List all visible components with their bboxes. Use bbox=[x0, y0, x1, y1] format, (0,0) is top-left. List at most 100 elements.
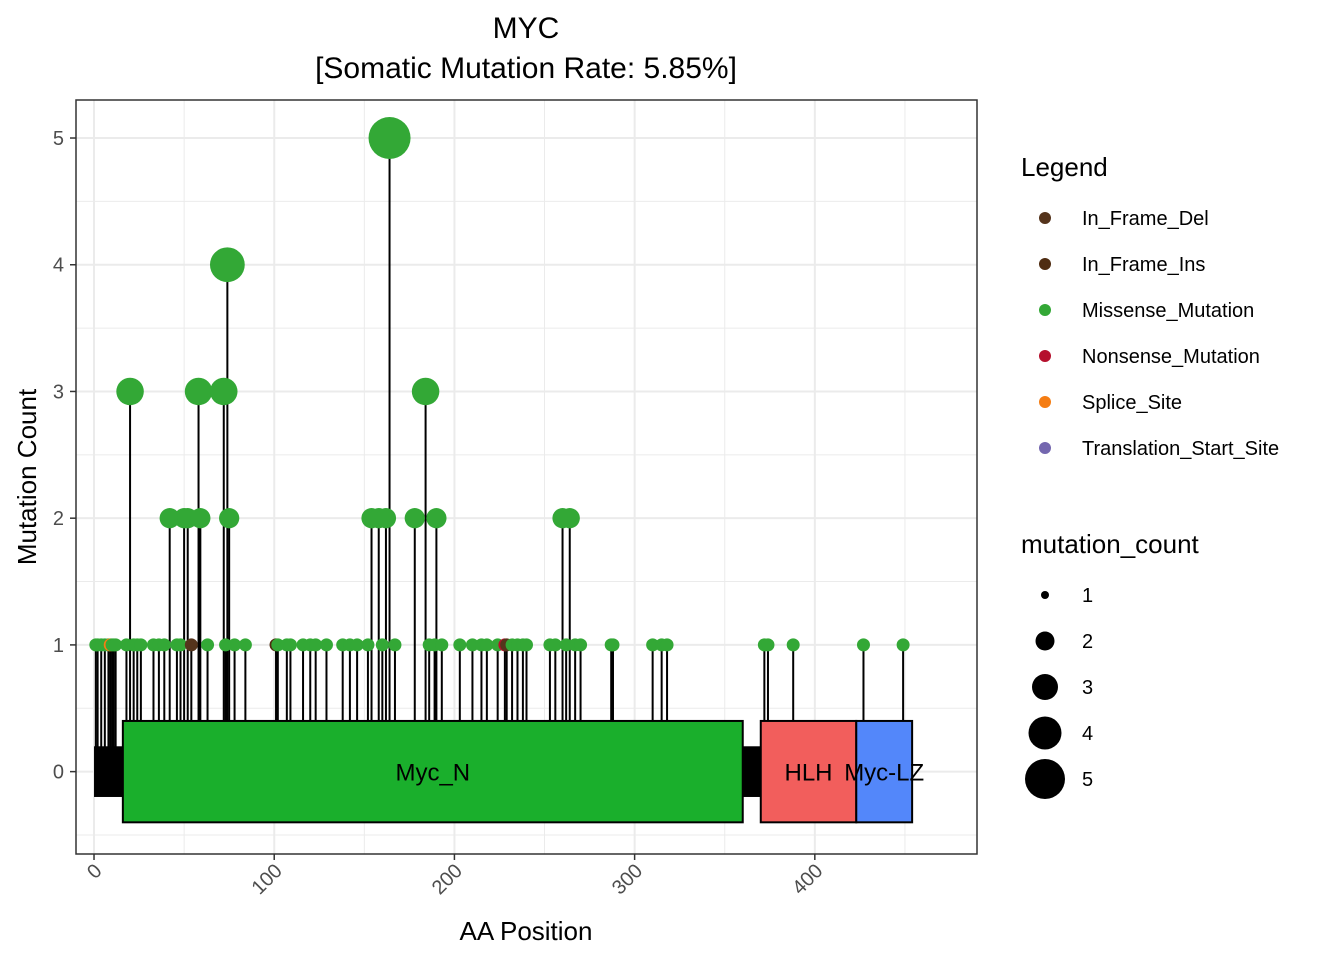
x-tick-label: 300 bbox=[608, 860, 647, 899]
chart-subtitle: [Somatic Mutation Rate: 5.85%] bbox=[315, 52, 737, 85]
legend-title: Legend bbox=[1021, 152, 1108, 182]
lollipop-head bbox=[375, 638, 389, 652]
lollipop-head bbox=[210, 377, 238, 406]
y-tick-label: 1 bbox=[53, 635, 64, 657]
chart-title-gene: MYC bbox=[493, 12, 560, 45]
size-legend-label: 2 bbox=[1082, 631, 1093, 653]
lollipop-head bbox=[228, 638, 242, 652]
legend-key-dot bbox=[1039, 258, 1051, 270]
legend-key-dot bbox=[1039, 212, 1051, 224]
lollipop-head bbox=[309, 638, 323, 652]
lollipop-head bbox=[350, 638, 364, 652]
domain-box bbox=[121, 719, 744, 824]
lollipop-head bbox=[574, 638, 588, 652]
size-legend-label: 1 bbox=[1082, 585, 1093, 607]
lollipop-head bbox=[786, 638, 800, 652]
x-tick-label: 100 bbox=[248, 860, 287, 899]
domain-track: Myc_N HLH Myc-LZ bbox=[121, 719, 924, 824]
legend-mutation-count: mutation_count 1 2 3 4 5 bbox=[1021, 529, 1200, 799]
lollipop-head bbox=[606, 638, 620, 652]
lollipop-head bbox=[174, 638, 188, 652]
lollipop-head bbox=[201, 638, 215, 652]
lollipop-head bbox=[283, 638, 297, 652]
size-legend-label: 3 bbox=[1082, 677, 1093, 699]
size-legend-title: mutation_count bbox=[1021, 529, 1200, 559]
lollipop-head bbox=[159, 508, 180, 529]
lollipop-head bbox=[209, 247, 245, 283]
legend-label: Splice_Site bbox=[1082, 392, 1182, 414]
x-tick-label: 200 bbox=[428, 860, 467, 899]
legend-label: In_Frame_Ins bbox=[1082, 254, 1205, 276]
y-tick-label: 0 bbox=[53, 762, 64, 784]
y-tick-label: 4 bbox=[53, 255, 64, 277]
lollipop-heads bbox=[89, 116, 910, 652]
x-tick-label: 400 bbox=[788, 860, 827, 899]
domain-label: Myc_N bbox=[395, 760, 470, 787]
size-legend-dot bbox=[1032, 674, 1058, 700]
lollipop-head bbox=[388, 638, 402, 652]
lollipop-head bbox=[548, 638, 562, 652]
chart-title: MYC [Somatic Mutation Rate: 5.85%] bbox=[315, 12, 737, 85]
lollipop-head bbox=[559, 638, 573, 652]
lollipop-head bbox=[761, 638, 775, 652]
domain-label: HLH bbox=[785, 760, 833, 787]
lollipop-head bbox=[368, 116, 411, 160]
legend-label: Nonsense_Mutation bbox=[1082, 346, 1260, 368]
lollipop-head bbox=[404, 508, 425, 529]
plot-frame bbox=[75, 99, 978, 855]
lollipop-head bbox=[219, 508, 240, 529]
lollipop-head bbox=[375, 508, 397, 529]
domain-box bbox=[759, 719, 858, 824]
lollipop-head bbox=[559, 508, 580, 529]
lollipop-head bbox=[219, 638, 233, 652]
size-legend-label: 4 bbox=[1082, 723, 1093, 745]
size-legend-dot bbox=[1028, 716, 1062, 750]
lollipop-head bbox=[116, 377, 144, 406]
legend-label: Missense_Mutation bbox=[1082, 300, 1254, 322]
lollipop-head bbox=[184, 377, 213, 406]
lollipop-head bbox=[660, 638, 674, 652]
lollipop-head bbox=[646, 638, 660, 652]
legend-key-dot bbox=[1039, 396, 1051, 408]
lollipop-head bbox=[411, 377, 440, 406]
lollipop-head bbox=[157, 638, 171, 652]
legend-mutation-type: Legend In_Frame_Del In_Frame_Ins Missense_… bbox=[1021, 152, 1279, 460]
lollipop-head bbox=[520, 638, 533, 652]
lollipop-head bbox=[190, 508, 211, 529]
x-axis-title: AA Position bbox=[460, 916, 593, 946]
domain-label: Myc-LZ bbox=[844, 760, 924, 787]
lollipop-head bbox=[453, 638, 467, 652]
legend-key-dot bbox=[1039, 442, 1051, 454]
lollipop-head bbox=[465, 638, 479, 652]
y-tick-label: 5 bbox=[53, 128, 64, 150]
lollipop-head bbox=[426, 508, 447, 529]
legend-label: In_Frame_Del bbox=[1082, 208, 1209, 230]
legend-key-dot bbox=[1039, 350, 1051, 362]
y-tick-label: 3 bbox=[53, 381, 64, 403]
y-tick-label: 2 bbox=[53, 508, 64, 530]
lollipop-head bbox=[361, 638, 375, 652]
domain-box bbox=[855, 719, 914, 824]
size-legend-dot bbox=[1025, 759, 1065, 799]
plot-border bbox=[75, 99, 978, 855]
lollipop-head bbox=[271, 638, 285, 652]
lollipop-head bbox=[238, 638, 252, 652]
lollipop-head bbox=[319, 638, 333, 652]
size-legend-dot bbox=[1041, 591, 1049, 599]
size-legend-label: 5 bbox=[1082, 769, 1093, 791]
x-axis: 0 100 200 300 400 bbox=[83, 854, 827, 899]
legend-key-dot bbox=[1039, 304, 1051, 316]
lollipop-head bbox=[184, 638, 198, 652]
size-legend-dot bbox=[1035, 631, 1055, 651]
y-axis: 0 1 2 3 4 5 bbox=[53, 128, 76, 784]
lollipop-head bbox=[109, 638, 123, 652]
lollipop-head bbox=[856, 638, 870, 652]
legend-label: Translation_Start_Site bbox=[1082, 438, 1279, 460]
x-tick-label: 0 bbox=[83, 860, 106, 883]
lollipop-head bbox=[435, 638, 449, 652]
lollipop-head bbox=[896, 638, 910, 652]
y-axis-title: Mutation Count bbox=[12, 388, 42, 565]
lollipop-head bbox=[134, 638, 148, 652]
lollipop-head bbox=[480, 638, 494, 652]
